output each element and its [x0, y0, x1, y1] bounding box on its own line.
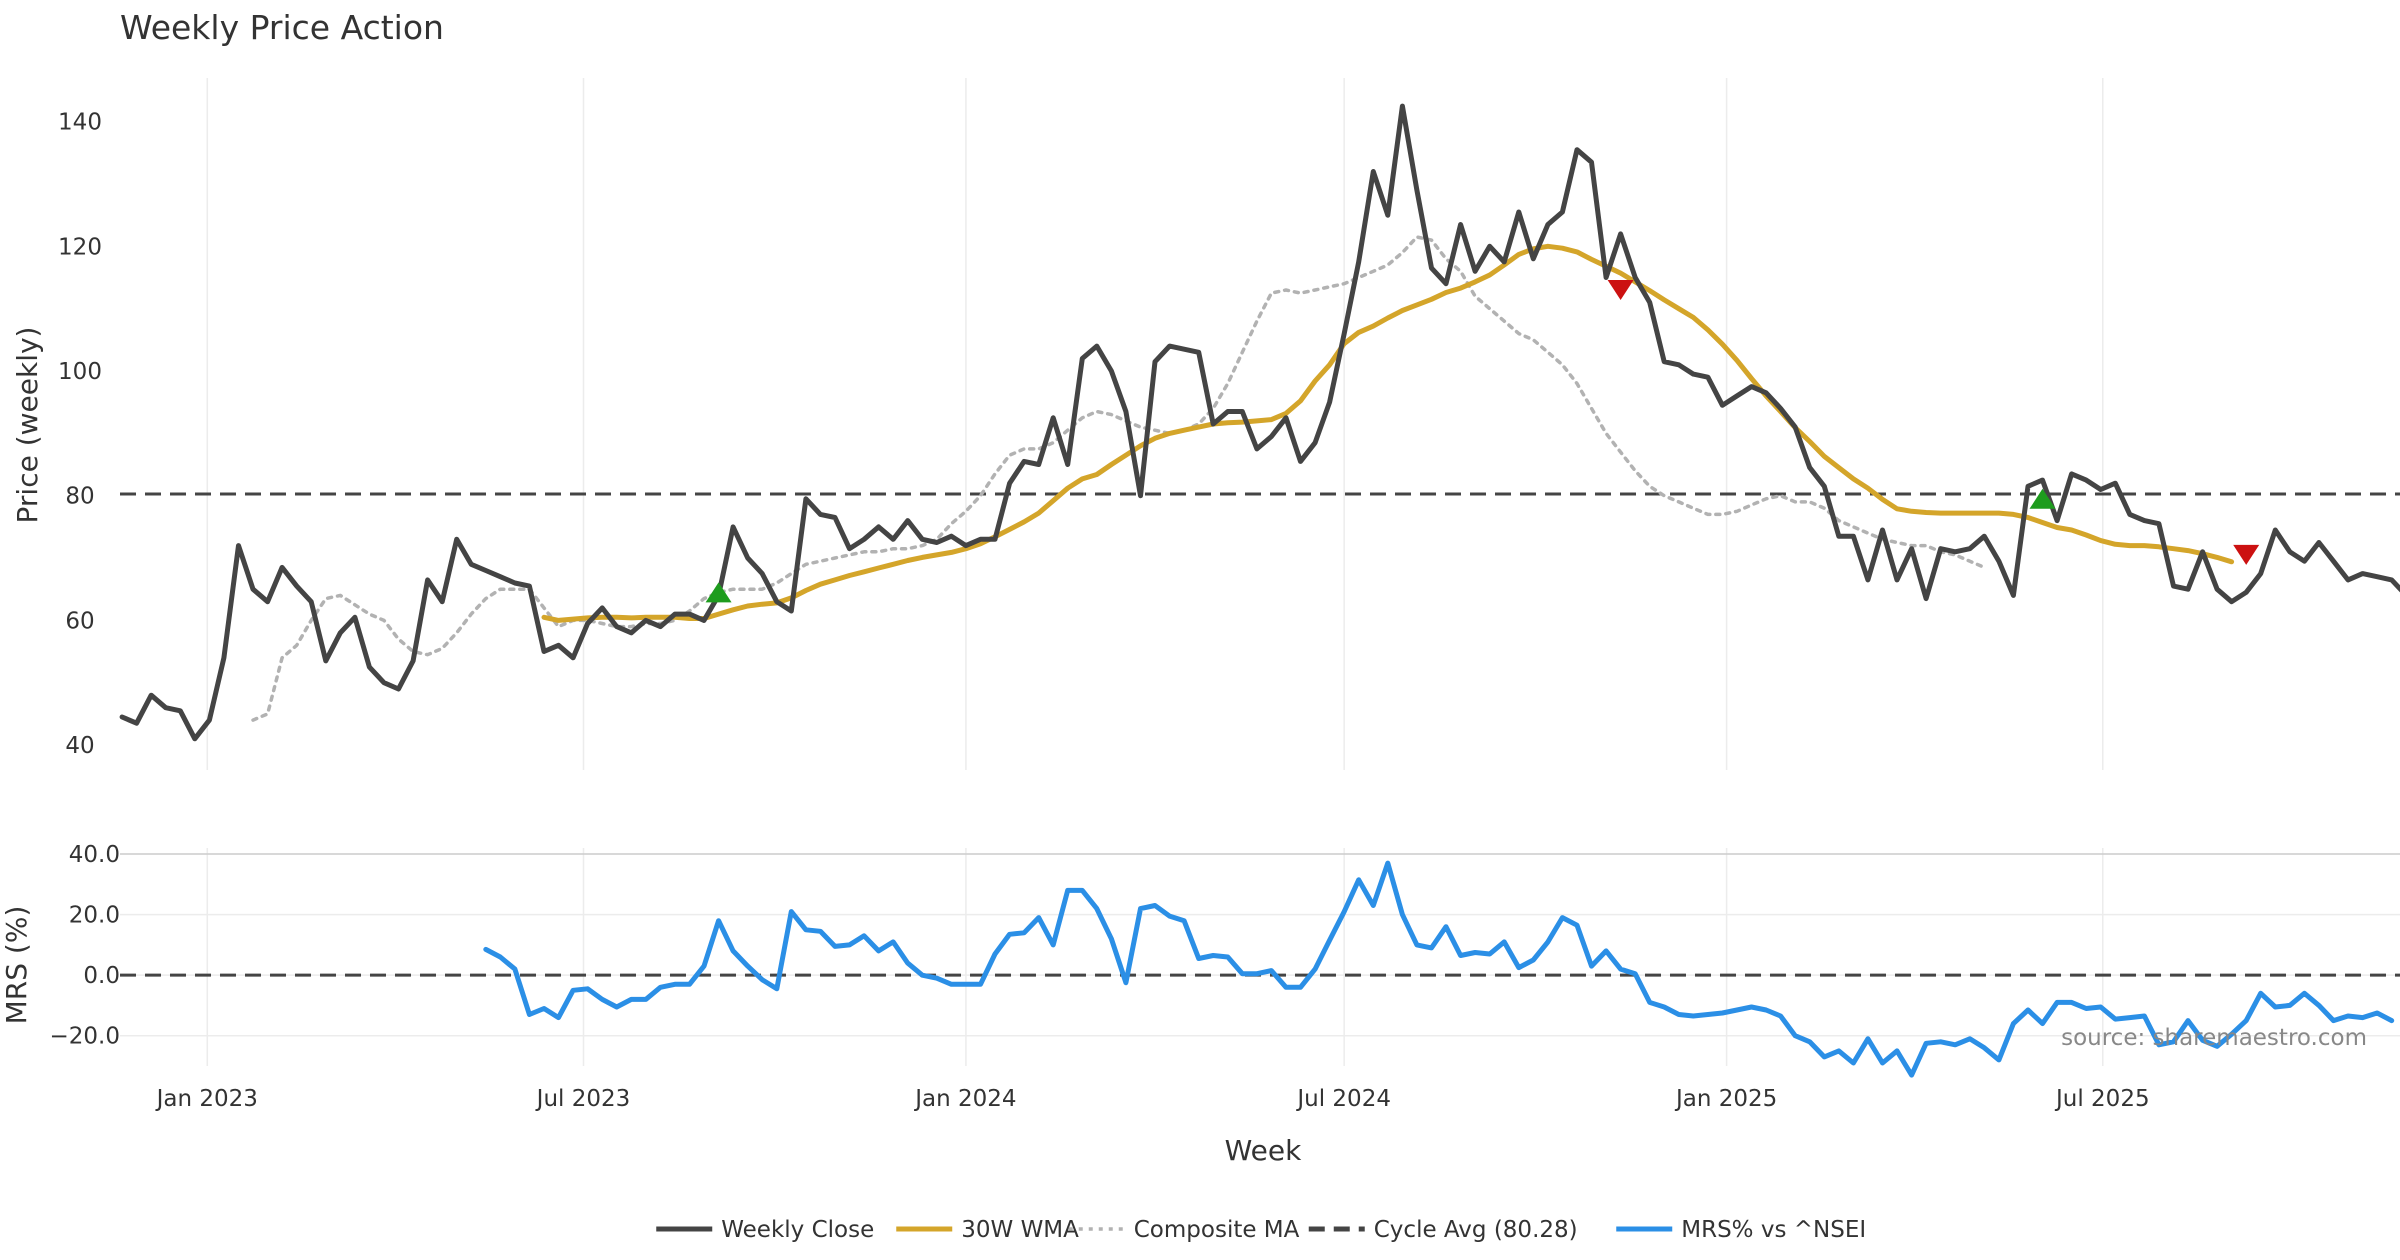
y-tick-label: 40.0	[69, 842, 120, 868]
bottom-gridlines	[120, 853, 2400, 1037]
y-tick-label: 0.0	[83, 963, 120, 989]
sell-signal	[2233, 544, 2260, 565]
mrs-y-axis: 40.0 20.0 0.0 −20.0	[50, 842, 120, 1050]
signal-markers	[705, 279, 2260, 603]
x-tick-label: Jan 2023	[155, 1086, 258, 1112]
mrs-series	[120, 860, 2400, 1078]
buy-signal	[705, 582, 732, 603]
price-series	[119, 103, 2400, 742]
x-axis-title: Week	[1225, 1134, 1302, 1167]
mrs-axis-title: MRS (%)	[0, 906, 33, 1025]
x-axis: Jan 2023 Jul 2023 Jan 2024 Jul 2024 Jan 2025…	[155, 1086, 2150, 1112]
legend-label-weekly-close: Weekly Close	[721, 1217, 874, 1243]
series-30w-wma	[541, 243, 2235, 623]
y-tick-label: 40	[65, 733, 94, 759]
sell-signal	[1607, 279, 1634, 300]
y-tick-label: 80	[65, 484, 94, 510]
price-axis-title: Price (weekly)	[11, 327, 44, 524]
x-tick-label: Jul 2023	[535, 1086, 631, 1112]
x-tick-label: Jul 2025	[2054, 1086, 2150, 1112]
buy-signal	[2029, 488, 2056, 509]
y-tick-label: 60	[65, 608, 94, 634]
x-tick-label: Jan 2024	[913, 1086, 1016, 1112]
legend-label-cycle-avg-80-28: Cycle Avg (80.28)	[1374, 1217, 1578, 1243]
x-tick-label: Jan 2025	[1674, 1086, 1777, 1112]
y-tick-label: 20.0	[69, 903, 120, 929]
price-y-axis: 40 60 80 100 120 140	[58, 110, 102, 759]
y-tick-label: 100	[58, 359, 102, 385]
top-gridlines	[206, 78, 2104, 1066]
chart-title: Weekly Price Action	[120, 8, 444, 47]
legend: Weekly Close 30W WMA Composite MA Cycle Avg…	[656, 1217, 1866, 1243]
y-tick-label: −20.0	[50, 1024, 120, 1050]
series-weekly-close	[119, 103, 2400, 742]
y-tick-label: 120	[58, 234, 102, 260]
x-tick-label: Jul 2024	[1295, 1086, 1391, 1112]
y-tick-label: 140	[58, 110, 102, 136]
series-composite-ma	[251, 235, 1987, 722]
legend-label-composite-ma: Composite MA	[1134, 1217, 1300, 1243]
legend-label-mrs-vs-nsei: MRS% vs ^NSEI	[1681, 1217, 1866, 1243]
legend-label-30w-wma: 30W WMA	[961, 1217, 1079, 1243]
series-mrs-vs-nsei	[483, 860, 2395, 1078]
source-note: source: sharemaestro.com	[2061, 1025, 2367, 1051]
